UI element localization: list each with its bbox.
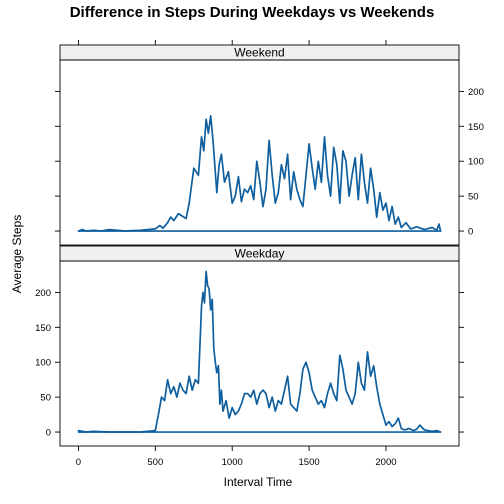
x-tick-label-1500: 1500 [299,457,320,468]
y-tick-label-weekend-0: 0 [468,227,473,238]
y-tick-label-weekend-50: 50 [468,192,479,203]
x-tick-label-2000: 2000 [375,457,396,468]
x-axis: 0 500 1000 1500 2000 [76,40,397,468]
strip-label-weekend: Weekend [234,46,284,60]
y-tick-label-weekday-100: 100 [35,358,51,369]
chart-title: Difference in Steps During Weekdays vs W… [70,4,435,21]
y-tick-label-weekday-0: 0 [46,428,51,439]
panel-weekend: Weekend 0 50 100 150 200 [55,44,484,246]
y-tick-label-weekend-150: 150 [468,122,484,133]
x-tick-label-500: 500 [147,457,163,468]
y-tick-label-weekend-200: 200 [468,87,484,98]
y-tick-label-weekend-100: 100 [468,157,484,168]
y-tick-label-weekday-200: 200 [35,288,51,299]
x-tick-label-1000: 1000 [222,457,243,468]
strip-label-weekday: Weekday [235,247,285,261]
y-tick-label-weekday-50: 50 [40,393,51,404]
panel-weekday: Weekday 0 50 100 150 200 [35,245,464,447]
x-axis-label: Interval Time [224,475,293,489]
x-tick-label-0: 0 [76,457,81,468]
y-axis-label: Average Steps [10,215,24,294]
series-line-weekday [77,270,442,433]
plot-frame-weekday [59,260,460,447]
y-tick-label-weekday-150: 150 [35,323,51,334]
series-line-weekend [77,114,442,232]
plot-frame-weekend [59,59,460,246]
